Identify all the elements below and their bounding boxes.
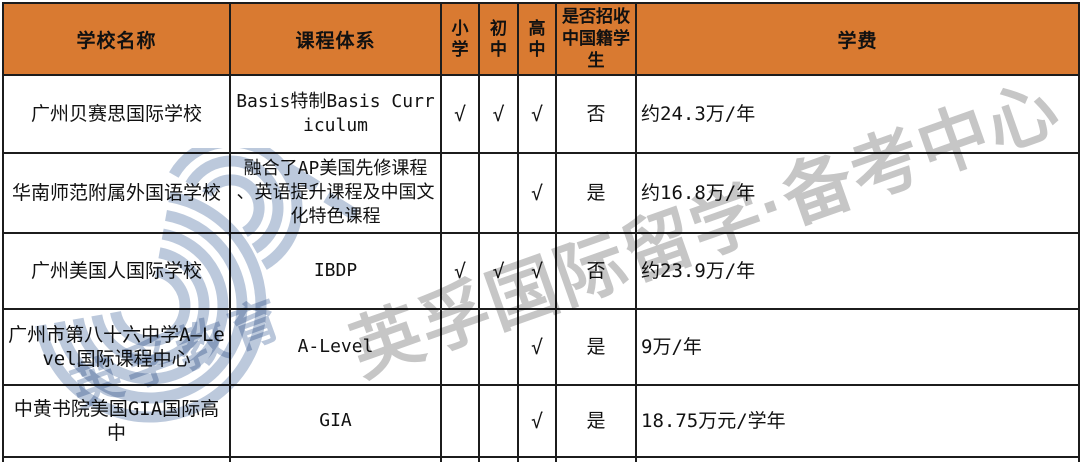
- cell-primary-check: √: [440, 74, 480, 155]
- cell-tuition: 约16.8万/年: [635, 152, 1080, 235]
- cell-senior-check: √: [517, 308, 557, 387]
- cell-primary-check: √: [440, 232, 480, 311]
- table-body: 广州贝赛思国际学校 Basis特制Basis Curriculum √ √ √ …: [2, 74, 1080, 462]
- cell-senior-check: √: [517, 74, 557, 155]
- table-header: 学校名称 课程体系 小学 初中 高中 是否招收中国籍学生 学费: [2, 1, 1080, 77]
- cell-senior-check: √: [517, 384, 557, 459]
- table-row-cutoff: [2, 456, 1080, 462]
- cell-accepts-chinese: 是: [555, 308, 637, 387]
- cell-curriculum: Basis特制Basis Curriculum: [229, 74, 442, 155]
- cell-primary-check: [440, 308, 480, 387]
- cell-primary-check: [440, 384, 480, 459]
- cell-accepts-chinese: 否: [555, 74, 637, 155]
- cell-school-name: 广州美国人国际学校: [2, 232, 231, 311]
- cell-senior-check: √: [517, 152, 557, 235]
- table-row: 广州贝赛思国际学校 Basis特制Basis Curriculum √ √ √ …: [2, 74, 1080, 155]
- cell-accepts-chinese: 是: [555, 384, 637, 459]
- cell-junior-check: [478, 308, 519, 387]
- cell-primary-check: [440, 152, 480, 235]
- cell-curriculum: GIA: [229, 384, 442, 459]
- cell-junior-check: √: [478, 74, 519, 155]
- cell-senior-check: √: [517, 232, 557, 311]
- header-senior: 高中: [517, 1, 557, 77]
- cell-junior-check: √: [478, 232, 519, 311]
- cell-tuition: 约24.3万/年: [635, 74, 1080, 155]
- cell-tuition: 约23.9万/年: [635, 232, 1080, 311]
- cell-tuition: 18.75万元/学年: [635, 384, 1080, 459]
- table-row: 广州美国人国际学校 IBDP √ √ √ 否 约23.9万/年: [2, 232, 1080, 311]
- header-tuition: 学费: [635, 1, 1080, 77]
- header-junior: 初中: [478, 1, 519, 77]
- cell-school-name: 中黄书院美国GIA国际高中: [2, 384, 231, 459]
- cell-curriculum: 融合了AP美国先修课程、英语提升课程及中国文化特色课程: [229, 152, 442, 235]
- cell-junior-check: [478, 384, 519, 459]
- table-row: 广州市第八十六中学A—Level国际课程中心 A-Level √ 是 9万/年: [2, 308, 1080, 387]
- cell-tuition: 9万/年: [635, 308, 1080, 387]
- cell-accepts-chinese: 否: [555, 232, 637, 311]
- cell-curriculum: A-Level: [229, 308, 442, 387]
- table-row: 华南师范附属外国语学校 融合了AP美国先修课程、英语提升课程及中国文化特色课程 …: [2, 152, 1080, 235]
- cell-curriculum: IBDP: [229, 232, 442, 311]
- table-row: 中黄书院美国GIA国际高中 GIA √ 是 18.75万元/学年: [2, 384, 1080, 459]
- header-curriculum: 课程体系: [229, 1, 442, 77]
- cell-junior-check: [478, 152, 519, 235]
- header-accepts-chinese: 是否招收中国籍学生: [555, 1, 637, 77]
- cell-school-name: 广州市第八十六中学A—Level国际课程中心: [2, 308, 231, 387]
- header-primary: 小学: [440, 1, 480, 77]
- cell-school-name: 广州贝赛思国际学校: [2, 74, 231, 155]
- header-school-name: 学校名称: [2, 1, 231, 77]
- cell-school-name: 华南师范附属外国语学校: [2, 152, 231, 235]
- header-row: 学校名称 课程体系 小学 初中 高中 是否招收中国籍学生 学费: [2, 1, 1080, 77]
- cell-accepts-chinese: 是: [555, 152, 637, 235]
